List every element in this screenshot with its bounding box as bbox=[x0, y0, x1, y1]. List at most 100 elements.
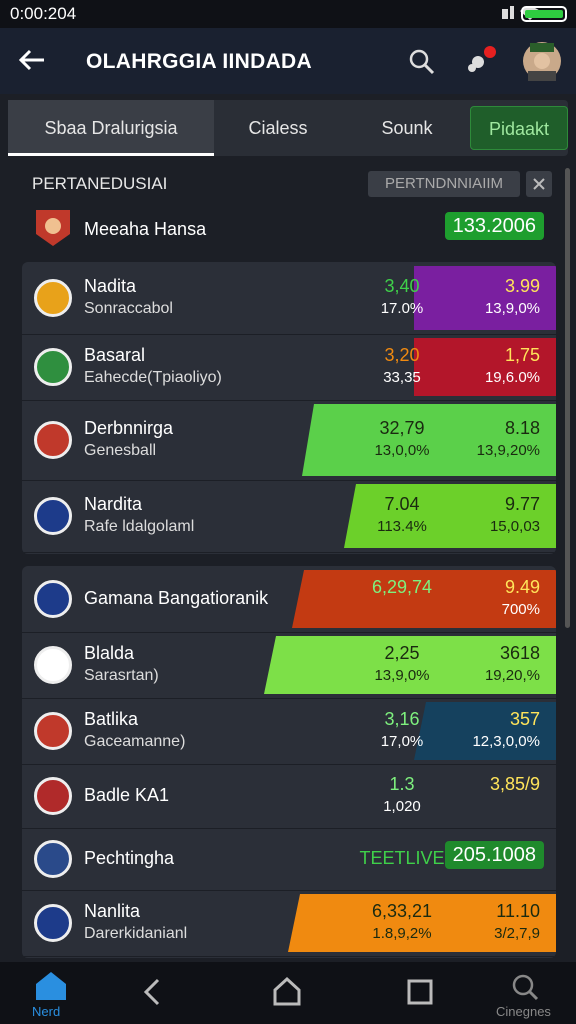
probability: 113.4% bbox=[377, 518, 427, 535]
home-key[interactable] bbox=[272, 976, 302, 1008]
odds: 9.49 bbox=[504, 577, 540, 597]
probability: 700% bbox=[501, 601, 540, 618]
nav-label[interactable]: Nerd bbox=[32, 1004, 61, 1019]
odds-highlight bbox=[292, 570, 556, 628]
team-logo bbox=[34, 580, 72, 618]
odds-highlight bbox=[414, 338, 556, 396]
probability: 12,3,0,0% bbox=[472, 733, 540, 750]
team-subtitle: Darerkidanianl bbox=[84, 925, 188, 942]
filter-chip[interactable]: PERTNDNNIAIIM bbox=[368, 171, 520, 197]
team-logo bbox=[34, 777, 72, 815]
odds: 3,20 bbox=[384, 345, 420, 365]
match-row[interactable]: Badle KA1 1.3 1,020 3,85/9 bbox=[22, 764, 556, 829]
team-logo bbox=[34, 279, 72, 317]
odds: 9.77 bbox=[504, 494, 540, 514]
odds: 3,16 bbox=[384, 709, 420, 729]
nav-label[interactable]: Cinegnes bbox=[496, 1004, 551, 1019]
match-group: Nadita Sonraccabol 3,40 17.0% 3.99 13,9,0% Bas… bbox=[22, 262, 556, 554]
match-row[interactable]: Gamana Bangatioranik 6,29,74 9.49 700% bbox=[22, 566, 556, 633]
status-bar: 0:00:204 bbox=[0, 0, 576, 28]
probability: 19,6.0% bbox=[484, 369, 540, 386]
team-logo bbox=[34, 421, 72, 459]
probability: 3/2,7,9 bbox=[494, 925, 540, 942]
tab[interactable]: Pidaakt bbox=[470, 106, 568, 150]
search-icon[interactable] bbox=[510, 972, 540, 1002]
match-row[interactable]: Derbnnirga Genesball 32,79 13,0,0% 8.18 13,9,… bbox=[22, 400, 556, 481]
odds: 2,25 bbox=[384, 643, 420, 663]
odds: 7.04 bbox=[384, 494, 420, 514]
team-logo bbox=[36, 210, 70, 246]
odds-highlight bbox=[344, 484, 556, 548]
bottom-nav: Nerd Cinegnes bbox=[0, 962, 576, 1024]
score: 133.2006 bbox=[444, 212, 544, 240]
scrollbar bbox=[565, 168, 570, 628]
team-name: Pechtingha bbox=[84, 848, 175, 868]
back-key[interactable] bbox=[138, 976, 166, 1008]
team-logo bbox=[34, 348, 72, 386]
status-icons bbox=[502, 6, 567, 22]
score-wrap: 205.1008 bbox=[444, 841, 544, 869]
match-group: Gamana Bangatioranik 6,29,74 9.49 700% Blald… bbox=[22, 566, 556, 958]
odds: 6,29,74 bbox=[371, 577, 433, 597]
live-status: TEETLIVE bbox=[359, 848, 445, 868]
probability: 13,9,20% bbox=[476, 442, 540, 459]
odds: 3,85/9 bbox=[489, 774, 540, 794]
team-name: Badle KA1 bbox=[84, 785, 170, 805]
tab[interactable]: Sounk bbox=[381, 118, 433, 138]
match-row[interactable]: Batlika Gaceamanne) 3,16 17,0% 357 12,3,0,0% bbox=[22, 698, 556, 765]
team-subtitle: Eahecde(Tpiaoliyo) bbox=[84, 369, 222, 386]
notifications-button[interactable] bbox=[464, 44, 500, 78]
app-title: OLAHRGGIA IINDADA bbox=[86, 50, 312, 73]
team-name: Gamana Bangatioranik bbox=[84, 588, 269, 608]
profile-avatar[interactable] bbox=[522, 41, 562, 81]
team-subtitle: Sarasrtan) bbox=[84, 667, 159, 684]
odds: 32,79 bbox=[379, 418, 425, 438]
back-button[interactable] bbox=[18, 48, 46, 72]
odds: 3618 bbox=[499, 643, 540, 663]
home-icon[interactable] bbox=[34, 970, 68, 1002]
team-name: Nardita bbox=[84, 494, 143, 514]
match-row[interactable]: Nadita Sonraccabol 3,40 17.0% 3.99 13,9,0% bbox=[22, 262, 556, 335]
odds-highlight bbox=[414, 266, 556, 330]
odds: 1.3 bbox=[389, 774, 415, 794]
tab[interactable]: Cialess bbox=[248, 118, 308, 138]
team-logo bbox=[34, 904, 72, 942]
probability: 13,9,0% bbox=[484, 300, 540, 317]
team-name: Meeaha Hansa bbox=[84, 219, 207, 239]
match-row[interactable]: Basaral Eahecde(Tpiaoliyo) 3,20 33,35 1,75 19… bbox=[22, 334, 556, 401]
probability: 1,020 bbox=[383, 798, 421, 815]
team-name: Blalda bbox=[84, 643, 135, 663]
probability: 15,0,03 bbox=[489, 518, 540, 535]
probability: 33,35 bbox=[383, 369, 421, 386]
match-row[interactable]: Nardita Rafe ldalgolaml 7.04 113.4% 9.77 15,0… bbox=[22, 480, 556, 553]
team-subtitle: Gaceamanne) bbox=[84, 733, 186, 750]
recents-key[interactable] bbox=[406, 978, 434, 1006]
odds: 6,33,21 bbox=[371, 901, 433, 921]
probability: 17.0% bbox=[380, 300, 424, 317]
team-logo bbox=[34, 840, 72, 878]
team-subtitle: Sonraccabol bbox=[84, 300, 173, 317]
odds: 357 bbox=[509, 709, 540, 729]
close-filter[interactable] bbox=[526, 171, 552, 197]
tab[interactable]: Sbaa Dralurigsia bbox=[8, 100, 214, 156]
team-name: Batlika bbox=[84, 709, 139, 729]
featured-row[interactable]: Meeaha Hansa 133.2006 bbox=[22, 204, 556, 256]
probability: 1.8,9,2% bbox=[372, 925, 432, 942]
match-row[interactable]: Pechtingha TEETLIVE 205.1008 bbox=[22, 828, 556, 891]
match-row[interactable]: Blalda Sarasrtan) 2,25 13,9,0% 3618 19,20,% bbox=[22, 632, 556, 699]
match-row[interactable]: Nanlita Darerkidanianl 6,33,21 1.8,9,2% 11.1… bbox=[22, 890, 556, 957]
odds: 8.18 bbox=[504, 418, 540, 438]
probability: 19,20,% bbox=[484, 667, 540, 684]
search-button[interactable] bbox=[408, 48, 436, 76]
team-name: Derbnnirga bbox=[84, 418, 174, 438]
team-name: Nadita bbox=[84, 276, 137, 296]
section-title: PERTANEDUSIAI bbox=[32, 174, 168, 193]
team-logo bbox=[34, 712, 72, 750]
probability: 13,9,0% bbox=[374, 667, 430, 684]
probability: 17,0% bbox=[380, 733, 424, 750]
app-header: OLAHRGGIA IINDADA bbox=[0, 28, 576, 94]
status-time: 0:00:204 bbox=[10, 4, 77, 23]
team-name: Basaral bbox=[84, 345, 146, 365]
tab-bar: Sbaa Dralurigsia Cialess Sounk Pidaakt bbox=[8, 100, 568, 156]
